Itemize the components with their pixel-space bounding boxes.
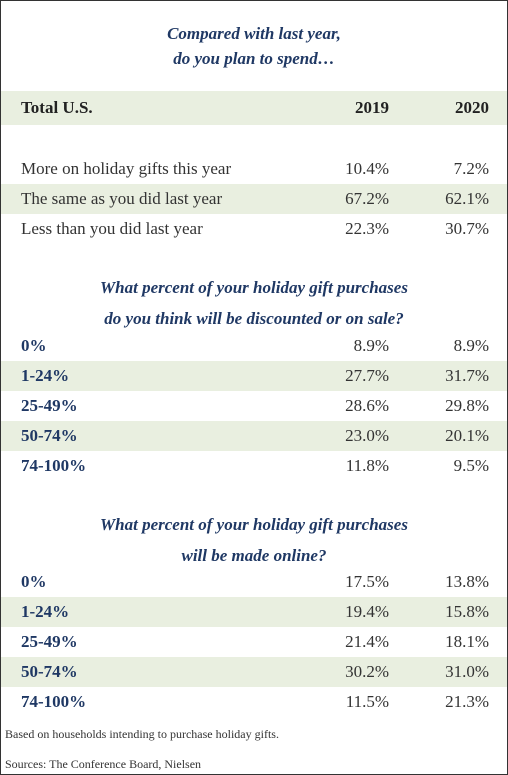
row-value: 29.8% xyxy=(445,396,489,415)
row-value: 15.8% xyxy=(445,602,489,621)
row-value: 23.0% xyxy=(345,426,389,445)
section-title: will be made online? xyxy=(181,546,327,565)
row-band xyxy=(1,597,507,627)
row-band xyxy=(1,657,507,687)
row-label: 0% xyxy=(21,336,47,355)
row-band xyxy=(1,184,507,214)
row-value: 21.3% xyxy=(445,692,489,711)
row-label: 25-49% xyxy=(21,396,78,415)
title: Compared with last year, xyxy=(167,24,341,43)
row-value: 18.1% xyxy=(445,632,489,651)
row-value: 21.4% xyxy=(345,632,389,651)
row-value: 22.3% xyxy=(345,219,389,238)
row-label: Less than you did last year xyxy=(21,219,203,238)
row-band xyxy=(1,361,507,391)
row-value: 20.1% xyxy=(445,426,489,445)
header-cell: 2020 xyxy=(455,98,489,117)
row-value: 19.4% xyxy=(345,602,389,621)
row-band xyxy=(1,421,507,451)
section-title: What percent of your holiday gift purcha… xyxy=(100,278,408,297)
row-value: 17.5% xyxy=(345,572,389,591)
row-value: 8.9% xyxy=(353,336,389,355)
row-label: 50-74% xyxy=(21,426,78,445)
row-value: 62.1% xyxy=(445,189,489,208)
row-value: 27.7% xyxy=(345,366,389,385)
header-band xyxy=(1,91,507,125)
header-cell: 2019 xyxy=(355,98,389,117)
row-label: 74-100% xyxy=(21,692,87,711)
row-value: 30.2% xyxy=(345,662,389,681)
row-label: 74-100% xyxy=(21,456,87,475)
row-label: 1-24% xyxy=(21,602,70,621)
header-cell: Total U.S. xyxy=(21,98,93,117)
row-value: 28.6% xyxy=(345,396,389,415)
row-value: 11.5% xyxy=(345,692,389,711)
section-title: do you think will be discounted or on sa… xyxy=(104,309,404,328)
row-label: 50-74% xyxy=(21,662,78,681)
row-label: The same as you did last year xyxy=(21,189,223,208)
row-label: 1-24% xyxy=(21,366,70,385)
row-label: 0% xyxy=(21,572,47,591)
footnote: Based on households intending to purchas… xyxy=(5,727,279,741)
row-label: More on holiday gifts this year xyxy=(21,159,232,178)
row-value: 9.5% xyxy=(453,456,489,475)
row-value: 31.7% xyxy=(445,366,489,385)
row-value: 7.2% xyxy=(453,159,489,178)
row-value: 67.2% xyxy=(345,189,389,208)
title: do you plan to spend… xyxy=(173,49,335,68)
row-label: 25-49% xyxy=(21,632,78,651)
row-value: 8.9% xyxy=(453,336,489,355)
row-value: 13.8% xyxy=(445,572,489,591)
footnote: Sources: The Conference Board, Nielsen xyxy=(5,757,202,771)
row-value: 11.8% xyxy=(345,456,389,475)
section-title: What percent of your holiday gift purcha… xyxy=(100,515,408,534)
row-value: 10.4% xyxy=(345,159,389,178)
row-value: 31.0% xyxy=(445,662,489,681)
row-value: 30.7% xyxy=(445,219,489,238)
